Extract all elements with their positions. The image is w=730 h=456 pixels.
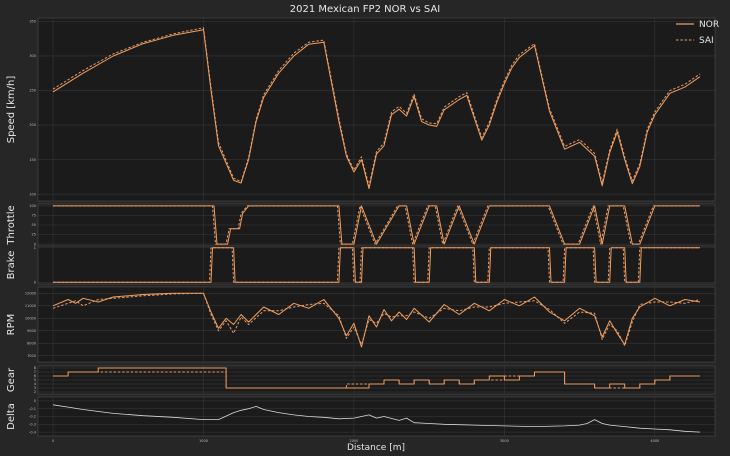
y-tick-label: 300: [29, 54, 36, 58]
series-delta-delta: [52, 404, 701, 433]
y-tick-label: 3: [34, 386, 36, 390]
y-tick-label: 25: [32, 233, 36, 237]
legend-label-sai: SAI: [699, 36, 714, 46]
y-tick-label: 6: [34, 374, 36, 378]
y-tick-label: 250: [29, 89, 36, 93]
series-nor-rpm: [52, 292, 701, 348]
panel-rpm: 7000 8000 9000 10000 11000 12000 RPM: [6, 286, 716, 363]
x-tick-label: 2000: [349, 439, 358, 443]
y-tick-label: 0: [34, 242, 36, 246]
y-tick-label: 5: [34, 378, 36, 382]
y-tick-label: 0: [34, 399, 36, 403]
gear-axis-label: Gear: [6, 367, 17, 392]
legend-label-nor: NOR: [699, 20, 719, 30]
y-tick-label: 200: [29, 123, 36, 127]
legend: NOR SAI: [676, 20, 719, 46]
y-tick-label: 0: [34, 280, 36, 284]
y-tick-label: 350: [29, 20, 36, 24]
y-tick-label: 7: [34, 370, 36, 374]
y-tick-label: 150: [29, 158, 36, 162]
y-tick-label: -0.2: [29, 415, 36, 419]
panel-frame: [37, 286, 716, 363]
chart-title: 2021 Mexican FP2 NOR vs SAI: [290, 4, 441, 15]
y-tick-label: 9000: [27, 329, 36, 333]
panel-throttle: 0 25 50 75 100 Throttle: [6, 203, 716, 246]
throttle-axis-label: Throttle: [6, 205, 17, 245]
series-sai-brake: [53, 247, 700, 283]
series-sai-speed: [52, 27, 701, 187]
panel-speed: 100 150 200 250 300 350 Speed [km/h]: [6, 17, 716, 202]
y-tick-label: 8: [34, 366, 36, 370]
y-tick-label: -0.4: [29, 430, 37, 434]
y-tick-label: 11000: [25, 304, 36, 308]
y-tick-label: 8000: [27, 341, 36, 345]
y-tick-label: 10000: [25, 316, 36, 320]
panel-frame: [37, 245, 716, 285]
speed-axis-label: Speed [km/h]: [6, 76, 17, 144]
y-tick-label: 1: [34, 246, 36, 250]
series-nor-speed: [52, 29, 701, 190]
y-tick-label: -0.3: [29, 423, 36, 427]
series-nor-brake: [53, 247, 700, 283]
x-tick-label: 3000: [500, 439, 509, 443]
y-tick-label: 50: [32, 223, 36, 227]
series-sai-rpm: [52, 292, 701, 347]
delta-axis-label: Delta: [6, 403, 17, 430]
panel-frame: [37, 17, 716, 202]
y-tick-label: -0.1: [29, 407, 36, 411]
panel-delta: 0 -0.1 -0.2 -0.3 -0.4 Delta: [6, 396, 716, 437]
y-tick-label: 7000: [27, 354, 36, 358]
series-sai-throttle: [53, 205, 700, 245]
y-tick-label: 4: [34, 382, 37, 386]
y-tick-label: 100: [29, 192, 36, 196]
y-tick-label: 2: [34, 390, 36, 394]
x-axis-label: Distance [m]: [347, 443, 405, 453]
y-tick-label: 12000: [25, 291, 36, 295]
x-tick-label: 4000: [650, 439, 659, 443]
x-tick-label: 1000: [199, 439, 208, 443]
series-sai-gear: [53, 371, 700, 389]
y-tick-label: 100: [29, 204, 36, 208]
y-tick-label: 75: [32, 214, 36, 218]
x-tick-label: 0: [52, 439, 54, 443]
rpm-axis-label: RPM: [6, 314, 17, 336]
brake-axis-label: Brake: [6, 251, 17, 280]
